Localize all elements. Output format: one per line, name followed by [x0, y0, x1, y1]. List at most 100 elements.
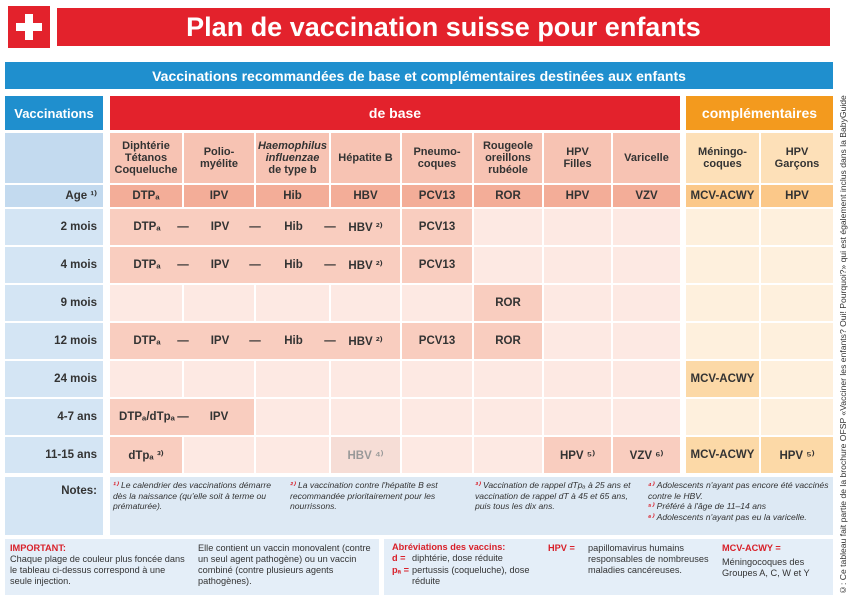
- column-code: DTPₐ: [110, 185, 182, 207]
- note-text: Préféré à l'âge de 11–14 ans: [656, 501, 767, 511]
- column-header: Hépatite B: [331, 133, 400, 183]
- column-header-line: Garçons: [774, 158, 820, 170]
- credit: ©: Ce tableau fait partie de la brochure…: [838, 95, 848, 595]
- vaccine-label: DTPₐ/dTpₐ: [119, 411, 175, 423]
- vaccine-cell: IPV: [184, 323, 256, 359]
- empty-cell: [256, 361, 329, 397]
- empty-cell: [474, 361, 542, 397]
- abbr-key: pₐ =: [392, 565, 409, 575]
- empty-cell: [544, 361, 611, 397]
- vaccine-label: MCV-ACWY: [690, 373, 755, 385]
- empty-cell: [544, 247, 611, 283]
- empty-cell: [331, 361, 400, 397]
- vaccine-cell: VZV ⁶⁾: [613, 437, 680, 473]
- column-header-line: Pneumo-: [413, 146, 461, 158]
- abbr-key: d =: [392, 553, 406, 563]
- column-header-line: Polio-: [203, 146, 235, 158]
- note-text: Vaccination de rappel dTpₐ à 25 ans et v…: [475, 480, 631, 511]
- note: ¹⁾ Le calendrier des vaccinations démarre…: [113, 480, 283, 512]
- empty-cell: [686, 247, 759, 283]
- column-header: Rougeole oreillons rubéole: [474, 133, 542, 183]
- vaccine-cell: DTPₐ: [110, 323, 184, 359]
- vaccine-label: DTPₐ: [133, 259, 161, 271]
- empty-cell: [544, 209, 611, 245]
- vaccine-cell: HPV ⁵⁾: [544, 437, 611, 473]
- vaccine-cell: PCV13: [402, 323, 472, 359]
- vaccine-label: Hib: [284, 335, 303, 347]
- column-code: ROR: [474, 185, 542, 207]
- vaccine-label: PCV13: [418, 335, 456, 347]
- vaccine-label: HPV ⁵⁾: [779, 450, 815, 462]
- column-header: Pneumo-coques: [402, 133, 472, 183]
- important-text: Chaque plage de couleur plus foncée dans…: [10, 554, 185, 586]
- age-cell: 11-15 ans: [5, 437, 103, 473]
- note: ⁶⁾ Adolescents n'ayant pas eu la varicell…: [648, 512, 833, 523]
- vaccine-label: PCV13: [418, 259, 456, 271]
- empty-cell: [686, 399, 759, 435]
- page-title: Plan de vaccination suisse pour enfants: [57, 8, 830, 46]
- note: ⁵⁾ Préféré à l'âge de 11–14 ans: [648, 501, 833, 512]
- column-header-line: Varicelle: [624, 152, 669, 164]
- vaccine-label: dTpₐ ³⁾: [128, 450, 164, 462]
- empty-cell: [761, 209, 833, 245]
- vaccine-label: MCV-ACWY: [690, 449, 755, 461]
- age-cell: 12 mois: [5, 323, 103, 359]
- note: ²⁾ La vaccination contre l'hépatite B est…: [290, 480, 465, 512]
- vaccine-cell: HPV ⁵⁾: [761, 437, 833, 473]
- note-mark: ⁵⁾: [648, 501, 654, 511]
- column-code: Hib: [256, 185, 329, 207]
- column-header-line: Hépatite B: [338, 152, 393, 164]
- important-box: [5, 539, 379, 595]
- empty-cell: [761, 399, 833, 435]
- vaccine-cell: HBV ²⁾: [331, 209, 400, 245]
- note-mark: ²⁾: [290, 480, 295, 490]
- empty-cell: [402, 361, 472, 397]
- vaccine-label: DTPₐ: [133, 335, 161, 347]
- vaccine-cell: DTPₐ: [110, 209, 184, 245]
- vaccine-label: Hib: [284, 259, 303, 271]
- empty-cell: [474, 247, 542, 283]
- column-header: Méningo-coques: [686, 133, 759, 183]
- empty-cell: [184, 285, 254, 321]
- abbr-key: MCV-ACWY =: [722, 543, 781, 553]
- empty-cell: [256, 285, 329, 321]
- vaccine-cell: Hib: [256, 323, 331, 359]
- age-cell: 9 mois: [5, 285, 103, 321]
- column-code: VZV: [613, 185, 680, 207]
- abbr-text: papillomavirus humains responsables de n…: [588, 543, 709, 575]
- empty-cell: [761, 247, 833, 283]
- empty-cell: [544, 323, 611, 359]
- column-code: PCV13: [402, 185, 472, 207]
- vaccine-label: ROR: [495, 297, 521, 309]
- separator: —: [324, 335, 336, 347]
- column-header: Polio-myélite: [184, 133, 254, 183]
- age-cell: 4 mois: [5, 247, 103, 283]
- note-mark: ³⁾: [475, 480, 480, 490]
- empty-cell: [331, 399, 400, 435]
- separator: —: [249, 335, 261, 347]
- column-code: HPV: [544, 185, 611, 207]
- column-header-line: rubéole: [488, 164, 528, 176]
- empty-cell: [686, 285, 759, 321]
- column-header: HPV Garçons: [761, 133, 833, 183]
- vaccine-cell: Hib: [256, 247, 331, 283]
- empty-cell: [544, 399, 611, 435]
- empty-cell: [613, 399, 680, 435]
- vaccinations-header: Vaccinations: [5, 96, 103, 130]
- column-header-line: HPV: [785, 146, 809, 158]
- important-label: IMPORTANT:: [10, 543, 66, 553]
- empty-cell: [761, 361, 833, 397]
- vaccine-cell: dTpₐ ³⁾: [110, 437, 182, 473]
- empty-cell: [761, 285, 833, 321]
- empty-cell: [402, 399, 472, 435]
- note-text: Adolescents n'ayant pas encore été vacci…: [648, 480, 829, 501]
- separator: —: [249, 221, 261, 233]
- note: ³⁾ Vaccination de rappel dTpₐ à 25 ans et…: [475, 480, 645, 512]
- column-header: Diphtérie Tétanos Coqueluche: [110, 133, 182, 183]
- column-header: Haemophilus influenzae de type b: [256, 133, 329, 183]
- column-header-line: Filles: [563, 158, 592, 170]
- empty-cell: [686, 323, 759, 359]
- empty-cell: [331, 285, 400, 321]
- column-code: HPV: [761, 185, 833, 207]
- column-header-line: Coqueluche: [114, 164, 178, 176]
